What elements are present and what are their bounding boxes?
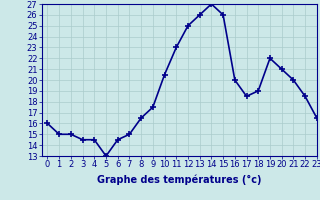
X-axis label: Graphe des températures (°c): Graphe des températures (°c) xyxy=(97,175,261,185)
